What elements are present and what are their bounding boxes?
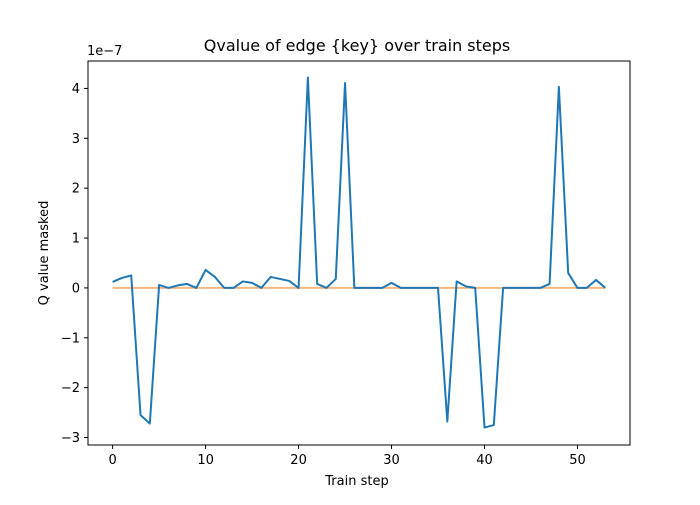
y-tick-label: 2 [72, 182, 80, 197]
y-tick-label: −3 [61, 431, 80, 446]
series-layer [112, 76, 607, 429]
x-tick-label: 40 [476, 453, 493, 468]
y-tick-label: 4 [72, 82, 80, 97]
x-tick-label: 10 [197, 453, 214, 468]
x-tick-label: 50 [569, 453, 586, 468]
plot-frame [87, 60, 631, 446]
y-offset-text: 1e−7 [87, 44, 122, 59]
x-tick-label: 0 [108, 453, 116, 468]
y-tick-label: −2 [61, 381, 80, 396]
ticks-layer: 0 10 20 30 40 50 −3 −2 −1 0 1 2 3 4 [61, 82, 586, 468]
chart-title: Qvalue of edge {key} over train steps [204, 36, 510, 55]
x-tick-label: 30 [383, 453, 400, 468]
x-tick-label: 20 [290, 453, 307, 468]
y-tick-label: 0 [72, 281, 80, 296]
y-axis-label: Q value masked [37, 201, 52, 306]
y-tick-label: −1 [61, 331, 80, 346]
y-tick-label: 1 [72, 232, 80, 247]
y-tick-label: 3 [72, 132, 80, 147]
x-axis-label: Train step [324, 474, 388, 489]
series-line-1 [112, 76, 607, 429]
